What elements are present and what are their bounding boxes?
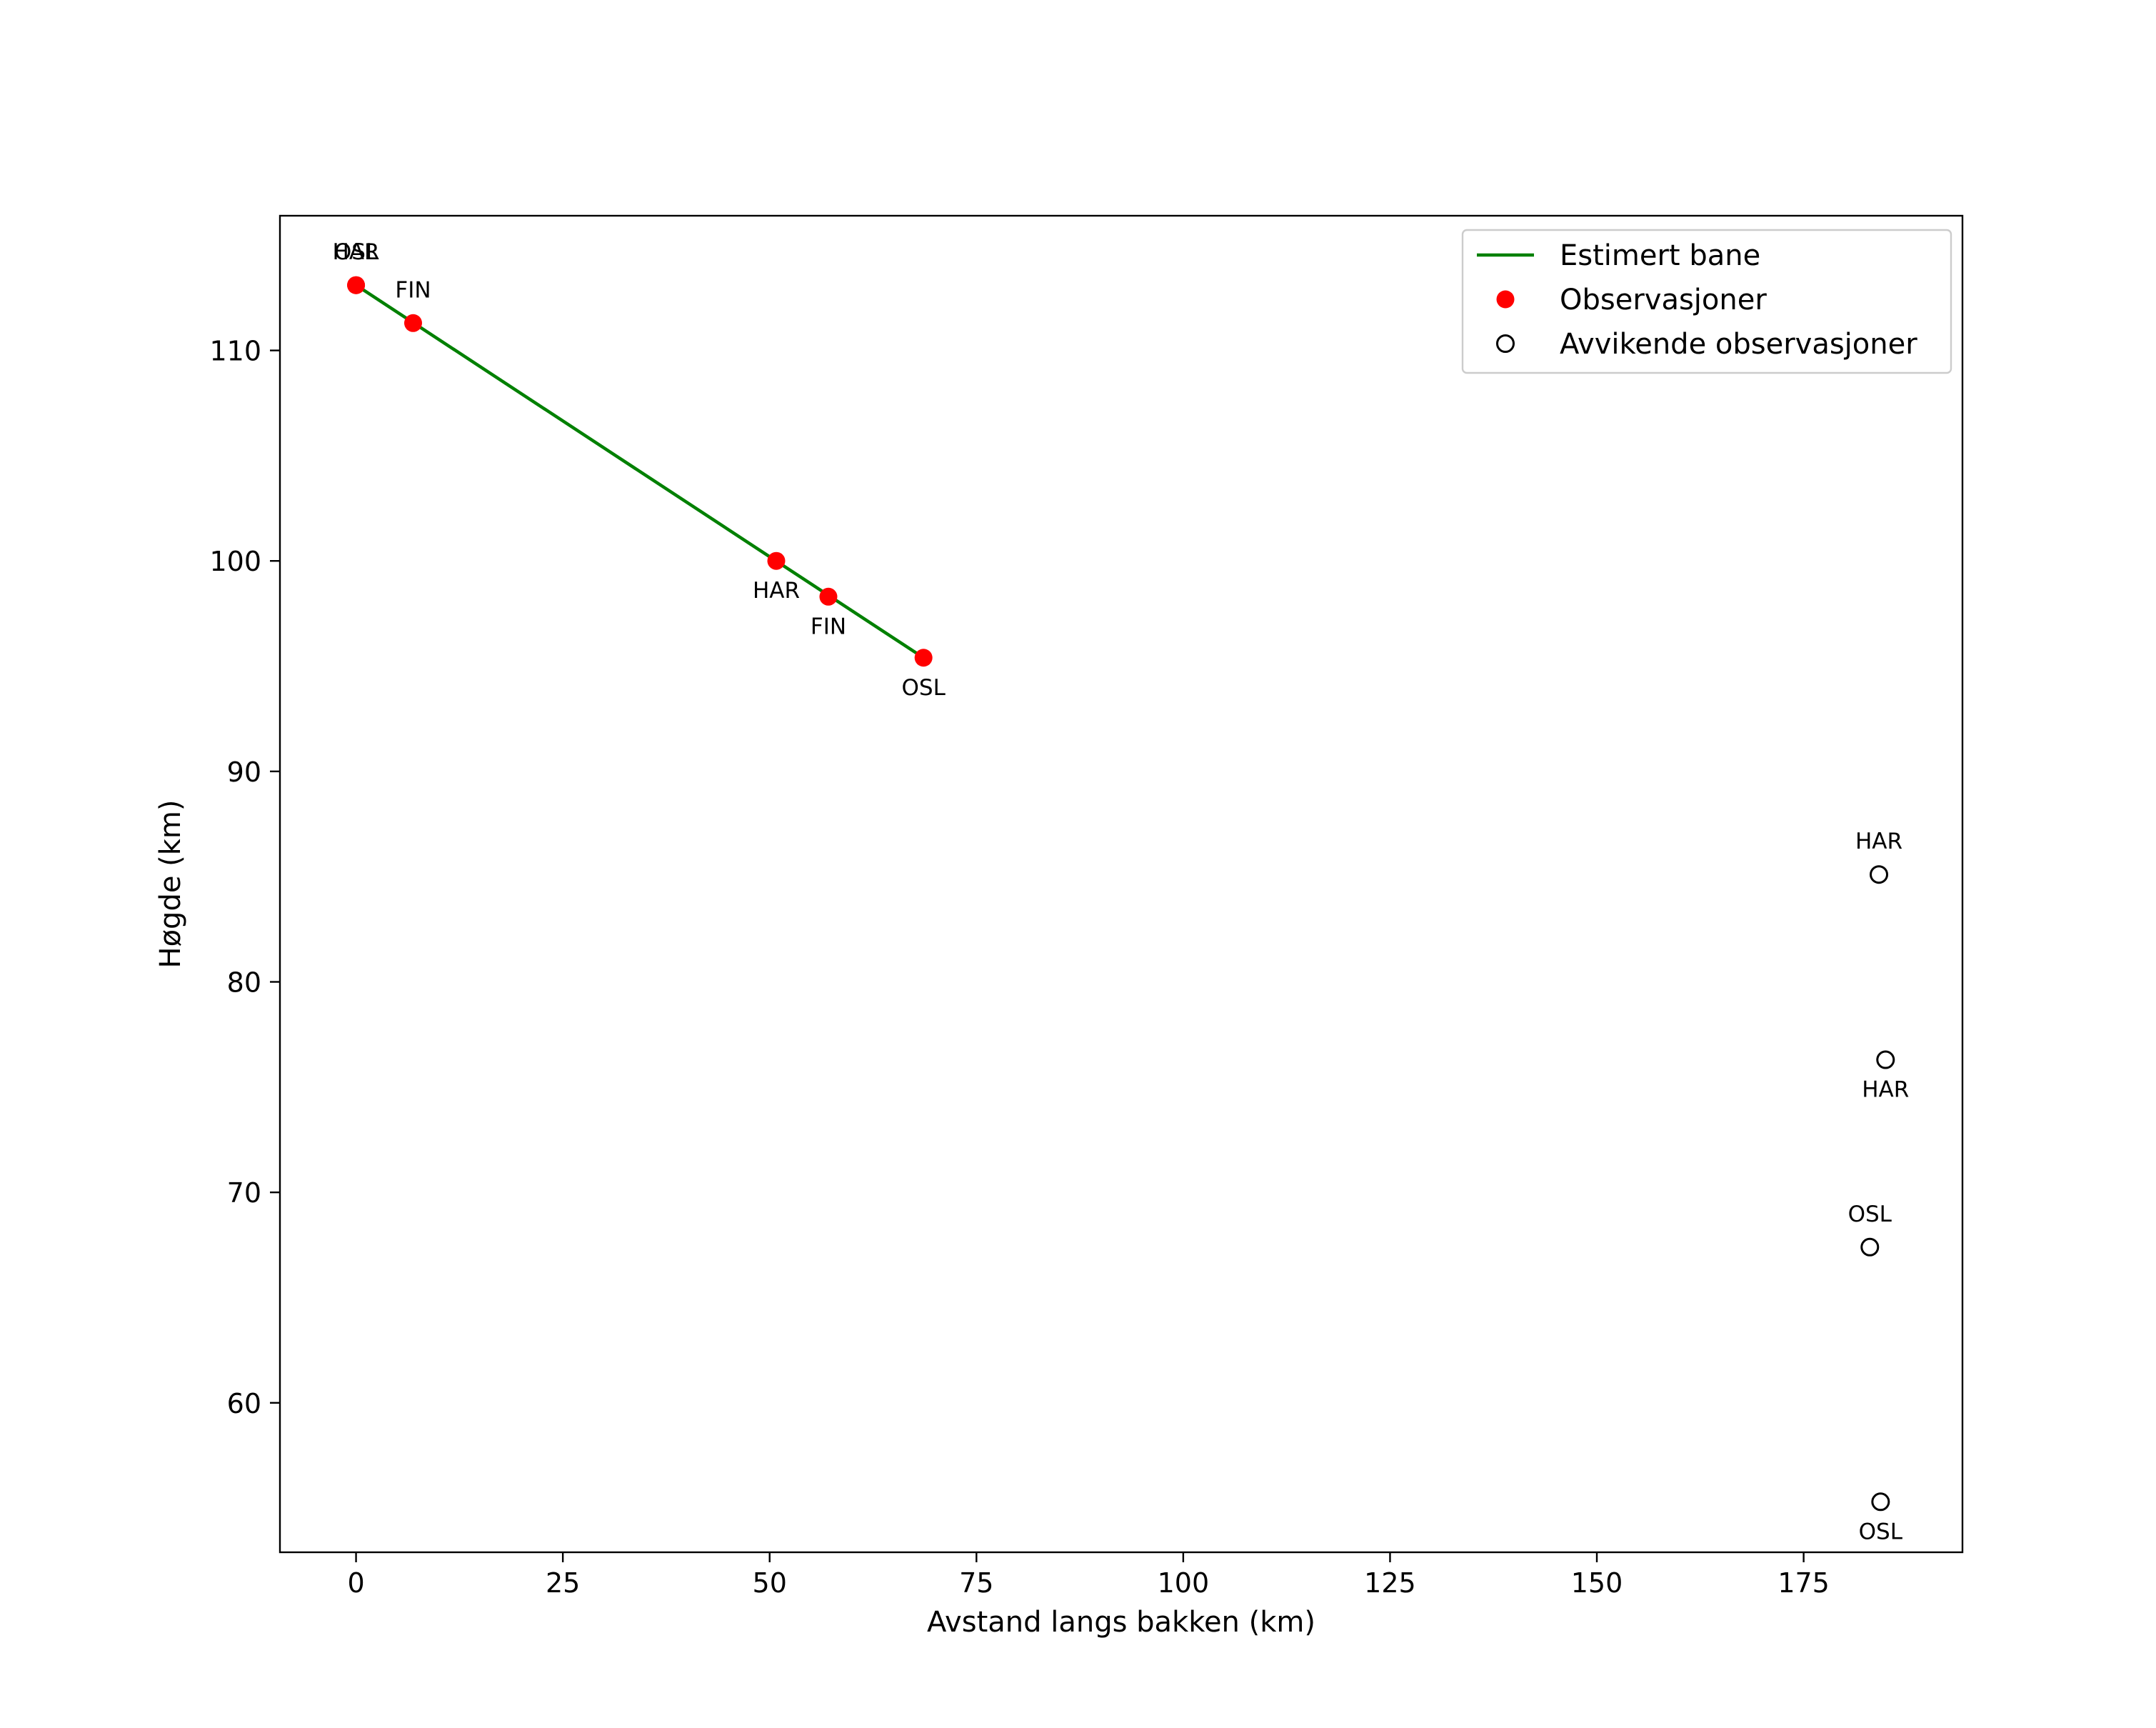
observation-label: FIN [811,614,846,639]
x-tick-label: 25 [546,1567,580,1599]
y-tick-label: 80 [227,967,261,999]
legend-label: Avvikende observasjoner [1560,328,1917,361]
observation-label: HAR [753,578,800,604]
outlier-point [1860,1237,1880,1257]
observation-point [347,276,366,294]
legend: Estimert bane Observasjoner Avvikende obse… [1461,229,1952,374]
x-axis-label: Avstand langs bakken (km) [927,1606,1315,1639]
x-tick-label: 75 [959,1567,993,1599]
outlier-label: HAR [1862,1077,1909,1103]
y-tick-label: 100 [209,546,261,577]
observation-label: OSL [334,239,378,265]
observation-point [403,314,422,332]
y-axis-label: Høgde (km) [154,800,187,969]
outlier-point [1870,865,1889,884]
legend-circle-icon [1496,334,1515,353]
outlier-point [1871,1492,1890,1512]
y-tick-label: 70 [227,1177,261,1209]
y-tick-label: 110 [209,336,261,367]
observation-point [819,587,838,606]
legend-label: Observasjoner [1560,284,1767,316]
legend-box [1461,229,1952,374]
legend-label: Estimert bane [1560,239,1760,272]
x-tick-label: 50 [753,1567,787,1599]
observation-point [767,551,786,570]
axes-frame [279,214,1964,1554]
outlier-label: HAR [1855,829,1902,854]
outlier-label: OSL [1848,1202,1892,1227]
legend-dot-icon [1496,290,1515,309]
x-tick-label: 175 [1778,1567,1830,1599]
outlier-point [1876,1050,1895,1069]
y-tick-label: 60 [227,1388,261,1419]
y-tick-label: 90 [227,756,261,788]
observation-label: HAR [333,239,380,265]
observation-label: OSL [901,675,946,701]
observation-label: FIN [395,277,431,303]
x-tick-label: 150 [1571,1567,1623,1599]
outlier-label: OSL [1859,1519,1903,1544]
x-tick-label: 100 [1158,1567,1210,1599]
x-tick-label: 125 [1364,1567,1416,1599]
x-tick-label: 0 [347,1567,364,1599]
observation-point [914,649,933,667]
plot-area: 0 25 50 75 100 125 150 17560708090100110HAROSLF… [209,214,1964,1599]
